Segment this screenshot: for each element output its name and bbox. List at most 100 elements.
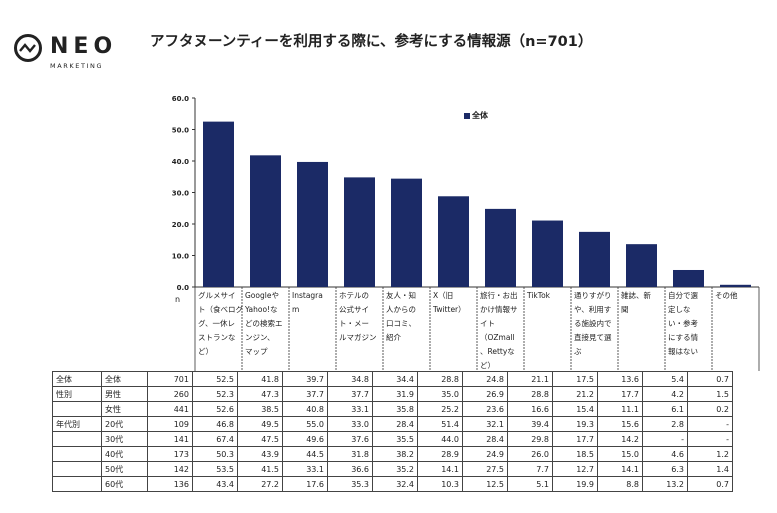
row-group: [52, 401, 102, 417]
table-cell: 46.8: [192, 416, 238, 432]
table-cell: 27.5: [462, 461, 508, 477]
category-label: Instagra: [292, 291, 323, 300]
table-cell: 52.3: [192, 386, 238, 402]
table-cell: 32.4: [372, 476, 418, 492]
category-label: る施設内で: [574, 318, 612, 328]
category-label: Yahoo!な: [244, 305, 278, 314]
category-label: 旅行・お出: [480, 290, 518, 300]
category-label: X（旧: [433, 291, 453, 300]
category-label: ンジン、: [245, 333, 275, 342]
table-cell: 15.0: [597, 446, 643, 462]
row-n: 173: [147, 446, 193, 462]
table-cell: 39.4: [507, 416, 553, 432]
bar-2: [250, 155, 281, 287]
category-label: 報はない: [668, 347, 698, 356]
row-segment: 60代: [101, 476, 148, 492]
table-cell: 52.5: [192, 371, 238, 387]
row-n: 260: [147, 386, 193, 402]
table-cell: 34.8: [327, 371, 373, 387]
table-cell: 14.1: [417, 461, 463, 477]
table-cell: 50.3: [192, 446, 238, 462]
table-cell: 29.8: [507, 431, 553, 447]
row-n: 141: [147, 431, 193, 447]
category-label: 聞: [621, 305, 629, 314]
table-row: 年代別 20代 109 46.8 49.5 55.0 33.0 28.4 51.4 32.1 39.…: [52, 416, 733, 432]
table-cell: 7.7: [507, 461, 553, 477]
table-cell: 67.4: [192, 431, 238, 447]
row-group: 性別: [52, 386, 102, 402]
category-label: かけ情報サ: [480, 304, 518, 314]
table-cell: 43.4: [192, 476, 238, 492]
bar-4: [344, 177, 375, 287]
category-label: イト: [480, 319, 495, 328]
table-cell: 52.6: [192, 401, 238, 417]
category-label: グルメサイ: [198, 290, 236, 300]
category-label: グ、一休レ: [198, 318, 235, 328]
legend-swatch: [464, 112, 470, 119]
table-cell: 14.2: [597, 431, 643, 447]
table-cell: 41.8: [237, 371, 283, 387]
y-tick-label: 20.0: [172, 221, 189, 229]
legend-label: 全体: [472, 111, 488, 120]
bar-12: [720, 284, 751, 287]
table-cell: 23.6: [462, 401, 508, 417]
row-segment: 30代: [101, 431, 148, 447]
row-group: [52, 446, 102, 462]
table-cell: 53.5: [192, 461, 238, 477]
bar-11: [673, 269, 704, 287]
table-cell: 28.4: [372, 416, 418, 432]
bar-9: [579, 231, 610, 287]
table-cell: 12.7: [552, 461, 598, 477]
bar-6: [438, 196, 469, 287]
category-label: ルマガジン: [339, 332, 377, 342]
table-cell: 32.1: [462, 416, 508, 432]
data-table: 全体 全体 701 52.5 41.8 39.7 34.8 34.4 28.8 24.8 21.1 1…: [52, 371, 733, 492]
table-cell: 27.2: [237, 476, 283, 492]
table-cell: -: [642, 431, 688, 447]
category-label: ト（食べログ: [198, 304, 243, 314]
y-tick-label: 0.0: [177, 284, 190, 292]
table-cell: 47.5: [237, 431, 283, 447]
category-label: マップ: [245, 347, 268, 356]
table-row: 60代 136 43.4 27.2 17.6 35.3 32.4 10.3 12.5 5.1 19.…: [52, 476, 733, 492]
legend: 全体: [464, 110, 488, 121]
y-tick-label: 50.0: [172, 127, 189, 135]
table-cell: 34.4: [372, 371, 418, 387]
table-cell: 5.4: [642, 371, 688, 387]
brand-logo: NEO MARKETING: [14, 34, 126, 74]
category-label: 、Rettyな: [480, 347, 515, 356]
category-label: ト・メー: [339, 319, 369, 328]
table-cell: 35.3: [327, 476, 373, 492]
row-segment: 20代: [101, 416, 148, 432]
table-cell: 0.7: [687, 371, 733, 387]
table-cell: 12.5: [462, 476, 508, 492]
table-cell: 44.0: [417, 431, 463, 447]
chart-title: アフタヌーンティーを利用する際に、参考にする情報源（n=701）: [150, 34, 593, 50]
table-cell: 11.1: [597, 401, 643, 417]
category-label: 友人・知: [386, 290, 416, 300]
table-cell: 15.4: [552, 401, 598, 417]
category-label: 人からの: [386, 305, 416, 314]
row-group: 全体: [52, 371, 102, 387]
table-cell: 6.1: [642, 401, 688, 417]
table-cell: 5.1: [507, 476, 553, 492]
table-cell: 14.1: [597, 461, 643, 477]
logo-mark-icon: [14, 34, 42, 62]
row-segment: 全体: [101, 371, 148, 387]
table-cell: 33.1: [327, 401, 373, 417]
category-label: ストランな: [198, 333, 236, 342]
category-label: ど）: [198, 347, 213, 356]
table-cell: 49.5: [237, 416, 283, 432]
table-cell: 39.7: [282, 371, 328, 387]
row-segment: 女性: [101, 401, 148, 417]
table-cell: 6.3: [642, 461, 688, 477]
row-segment: 男性: [101, 386, 148, 402]
row-n: 142: [147, 461, 193, 477]
y-tick-label: 60.0: [172, 95, 189, 103]
y-tick-label: 40.0: [172, 158, 189, 166]
table-cell: 19.3: [552, 416, 598, 432]
table-cell: 13.2: [642, 476, 688, 492]
y-tick-label: 30.0: [172, 190, 189, 198]
table-cell: 36.6: [327, 461, 373, 477]
